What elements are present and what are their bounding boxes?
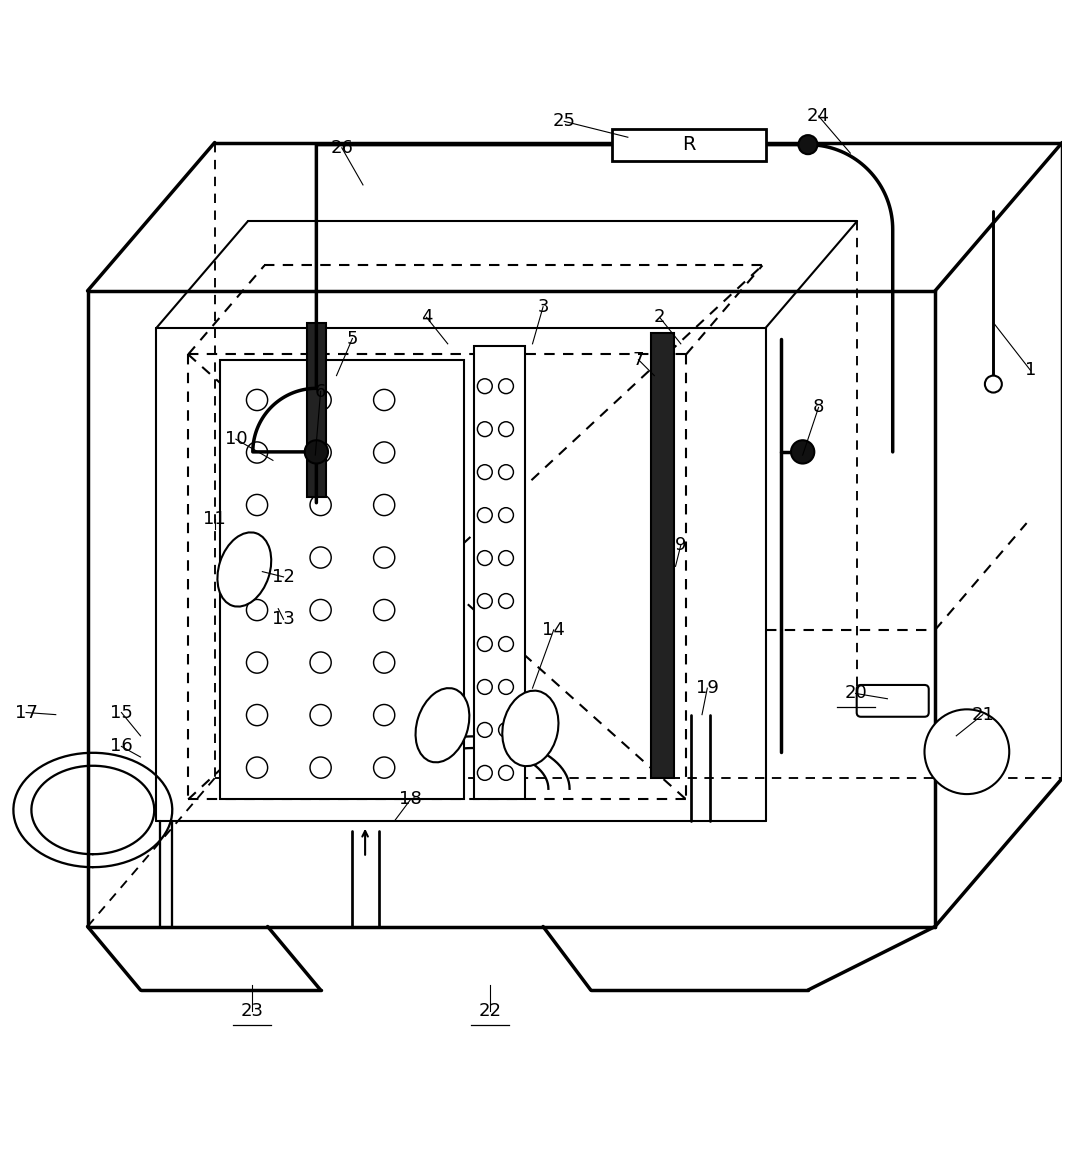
Circle shape xyxy=(310,757,331,778)
Circle shape xyxy=(477,551,492,565)
Circle shape xyxy=(498,765,513,780)
Circle shape xyxy=(310,442,331,463)
Circle shape xyxy=(310,495,331,516)
Circle shape xyxy=(310,652,331,673)
Circle shape xyxy=(374,652,395,673)
Circle shape xyxy=(310,389,331,410)
FancyBboxPatch shape xyxy=(612,129,766,161)
Circle shape xyxy=(477,508,492,523)
Text: 13: 13 xyxy=(272,610,295,629)
Ellipse shape xyxy=(415,689,470,763)
Circle shape xyxy=(498,637,513,651)
Text: 9: 9 xyxy=(675,536,687,555)
Circle shape xyxy=(498,723,513,738)
Circle shape xyxy=(477,723,492,738)
Circle shape xyxy=(374,705,395,726)
Circle shape xyxy=(924,710,1010,794)
Text: 20: 20 xyxy=(845,685,867,703)
Text: 21: 21 xyxy=(971,706,995,724)
Circle shape xyxy=(791,441,815,464)
FancyBboxPatch shape xyxy=(474,345,525,799)
Circle shape xyxy=(246,495,267,516)
Text: 22: 22 xyxy=(478,1002,502,1020)
Circle shape xyxy=(498,593,513,609)
Text: 19: 19 xyxy=(695,679,719,697)
Circle shape xyxy=(498,422,513,437)
FancyBboxPatch shape xyxy=(307,323,326,497)
Circle shape xyxy=(498,508,513,523)
Text: 2: 2 xyxy=(654,308,666,327)
Text: 23: 23 xyxy=(241,1002,263,1020)
Circle shape xyxy=(246,757,267,778)
Circle shape xyxy=(498,465,513,479)
Text: 6: 6 xyxy=(315,383,326,401)
Circle shape xyxy=(246,599,267,620)
Circle shape xyxy=(477,465,492,479)
FancyBboxPatch shape xyxy=(220,360,463,799)
Text: 12: 12 xyxy=(272,568,295,586)
Text: 3: 3 xyxy=(538,297,548,316)
Text: 18: 18 xyxy=(399,791,422,808)
Circle shape xyxy=(498,679,513,694)
Circle shape xyxy=(374,495,395,516)
Text: 4: 4 xyxy=(421,308,432,327)
Text: 25: 25 xyxy=(553,113,576,130)
Text: 10: 10 xyxy=(225,430,247,448)
Text: 15: 15 xyxy=(110,704,133,721)
Circle shape xyxy=(477,637,492,651)
FancyBboxPatch shape xyxy=(651,334,674,778)
Circle shape xyxy=(374,546,395,569)
Circle shape xyxy=(477,679,492,694)
Circle shape xyxy=(246,652,267,673)
Circle shape xyxy=(498,551,513,565)
Circle shape xyxy=(477,765,492,780)
Text: 14: 14 xyxy=(542,620,566,639)
Circle shape xyxy=(374,389,395,410)
Circle shape xyxy=(374,757,395,778)
Circle shape xyxy=(985,376,1002,392)
Text: 7: 7 xyxy=(633,350,644,369)
Circle shape xyxy=(477,593,492,609)
Circle shape xyxy=(310,599,331,620)
Circle shape xyxy=(310,705,331,726)
Ellipse shape xyxy=(503,691,558,766)
Text: 26: 26 xyxy=(330,139,354,156)
Circle shape xyxy=(310,546,331,569)
Text: 11: 11 xyxy=(203,510,226,528)
Text: 5: 5 xyxy=(346,329,358,348)
Circle shape xyxy=(477,378,492,394)
Text: 1: 1 xyxy=(1025,362,1036,380)
Circle shape xyxy=(246,705,267,726)
Text: 17: 17 xyxy=(15,704,37,721)
Text: 24: 24 xyxy=(807,107,830,125)
Circle shape xyxy=(374,442,395,463)
Circle shape xyxy=(246,546,267,569)
Circle shape xyxy=(305,441,328,464)
Ellipse shape xyxy=(217,532,272,606)
Circle shape xyxy=(246,442,267,463)
Circle shape xyxy=(246,389,267,410)
FancyBboxPatch shape xyxy=(856,685,929,717)
Circle shape xyxy=(498,378,513,394)
Text: 8: 8 xyxy=(813,398,824,416)
Text: 16: 16 xyxy=(110,738,133,756)
Circle shape xyxy=(799,135,818,154)
Circle shape xyxy=(477,422,492,437)
Circle shape xyxy=(374,599,395,620)
Text: R: R xyxy=(683,135,697,154)
